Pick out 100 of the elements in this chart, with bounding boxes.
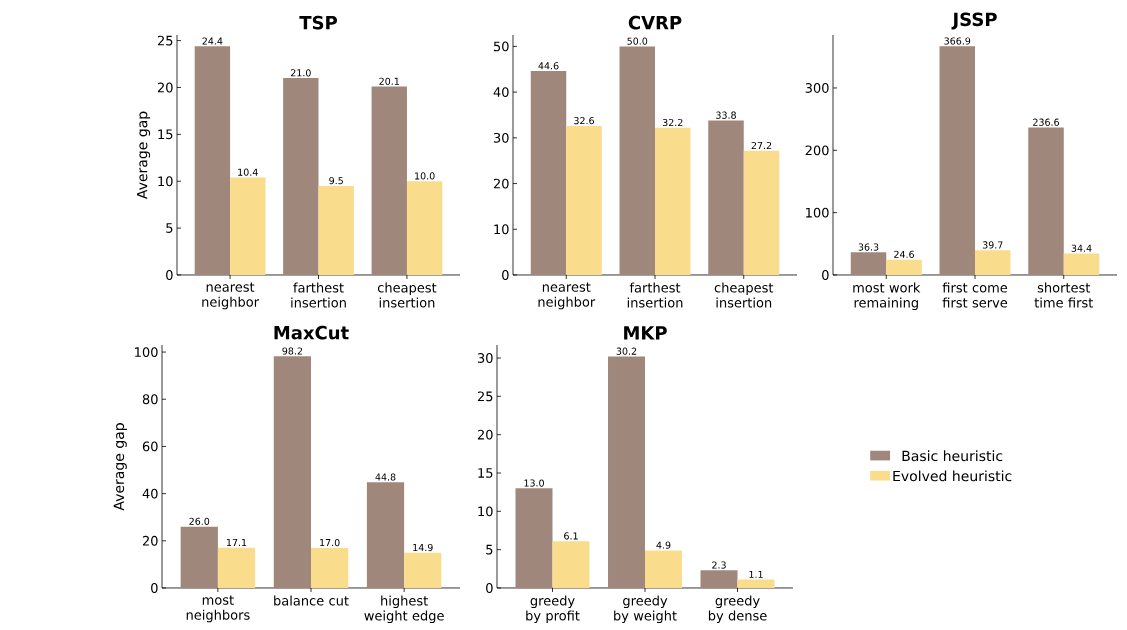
data-label: 21.0 xyxy=(290,69,311,77)
y-tick-label: 0 xyxy=(822,270,829,280)
chart-title: MKP xyxy=(624,326,667,340)
data-label: 27.2 xyxy=(751,141,772,149)
data-label: 33.8 xyxy=(716,111,736,119)
bar xyxy=(404,552,442,588)
data-label: 44.8 xyxy=(375,473,396,481)
data-label: 32.2 xyxy=(662,118,683,127)
y-tick-label: 40 xyxy=(142,488,158,499)
data-label: 24.6 xyxy=(894,250,914,258)
chart-title: JSSP xyxy=(951,12,997,30)
data-label: 98.2 xyxy=(282,347,303,355)
y-tick-label: 25 xyxy=(157,35,173,46)
x-tick-label: greedy by dense xyxy=(708,595,767,624)
bar xyxy=(180,526,218,588)
bar xyxy=(608,356,646,588)
chart-title: TSP xyxy=(299,15,337,30)
x-tick-label: most work remaining xyxy=(853,282,921,311)
y-tick-label: 5 xyxy=(166,223,173,233)
data-label: 9.5 xyxy=(329,177,343,185)
x-tick-label: farthest insertion xyxy=(627,282,683,308)
y-tick-label: 50 xyxy=(493,41,509,52)
bar xyxy=(737,579,775,588)
y-tick-label: 20 xyxy=(157,82,173,93)
data-label: 20.1 xyxy=(379,77,399,85)
y-tick-label: 10 xyxy=(478,506,493,517)
bar xyxy=(194,46,231,275)
x-tick-label: cheapest insertion xyxy=(714,282,774,308)
y-tick-label: 40 xyxy=(493,87,509,98)
bar xyxy=(850,252,887,275)
data-label: 30.2 xyxy=(616,347,637,355)
y-axis-title: Average gap xyxy=(113,423,127,511)
y-tick-label: 0 xyxy=(502,270,509,280)
bar xyxy=(975,250,1011,275)
data-label: 34.4 xyxy=(1071,244,1092,252)
y-tick-label: 10 xyxy=(158,176,173,187)
data-label: 1.1 xyxy=(749,570,763,578)
y-tick-label: 0 xyxy=(151,583,158,593)
x-tick-label: nearest neighbor xyxy=(202,282,260,310)
bar xyxy=(619,46,656,275)
bar xyxy=(939,46,976,275)
chart-title: CVRP xyxy=(628,15,682,30)
bar xyxy=(1028,127,1064,275)
bar xyxy=(552,541,590,588)
bar xyxy=(566,125,602,275)
data-label: 4.9 xyxy=(656,541,671,549)
x-tick-label: first come first serve xyxy=(942,282,1008,308)
bar xyxy=(406,181,443,275)
y-tick-label: 80 xyxy=(142,394,158,405)
x-tick-label: balance cut xyxy=(274,595,349,606)
y-tick-label: 30 xyxy=(493,132,509,143)
bar xyxy=(371,86,407,275)
data-label: 26.0 xyxy=(189,517,210,525)
data-label: 10.4 xyxy=(238,168,258,176)
data-label: 366.9 xyxy=(944,37,971,45)
data-label: 44.6 xyxy=(538,62,559,70)
y-tick-label: 200 xyxy=(805,145,829,156)
legend-label: Basic heuristic xyxy=(902,450,1003,462)
data-label: 6.1 xyxy=(564,532,578,540)
data-label: 36.3 xyxy=(858,243,879,251)
bar xyxy=(708,120,744,275)
x-tick-label: greedy by profit xyxy=(526,595,580,624)
y-tick-label: 0 xyxy=(486,583,493,593)
y-tick-label: 20 xyxy=(493,178,509,189)
bar xyxy=(230,177,266,275)
bar xyxy=(1063,253,1100,275)
bar xyxy=(530,71,567,275)
bar xyxy=(655,127,691,275)
legend-label: Evolved heuristic xyxy=(893,470,1012,482)
bar xyxy=(217,547,256,588)
y-tick-label: 25 xyxy=(477,391,493,402)
x-tick-label: shortest time first xyxy=(1034,282,1093,308)
data-label: 2.3 xyxy=(712,561,726,569)
data-label: 24.4 xyxy=(202,37,223,45)
data-label: 13.0 xyxy=(524,479,544,487)
y-tick-label: 15 xyxy=(158,129,173,140)
bar xyxy=(700,570,738,588)
x-tick-label: farthest insertion xyxy=(291,282,346,308)
x-tick-label: most neighbors xyxy=(186,595,250,623)
y-tick-label: 100 xyxy=(135,347,158,357)
bar xyxy=(645,550,683,588)
bar xyxy=(311,547,349,588)
x-tick-label: greedy by weight xyxy=(614,595,677,624)
y-tick-label: 60 xyxy=(142,441,158,452)
y-tick-label: 0 xyxy=(166,270,173,280)
y-tick-label: 15 xyxy=(478,468,493,478)
x-tick-label: highest weight edge xyxy=(364,595,444,624)
y-tick-label: 30 xyxy=(477,353,493,363)
y-tick-label: 100 xyxy=(806,207,829,218)
data-label: 50.0 xyxy=(627,37,648,45)
x-tick-label: cheapest insertion xyxy=(377,282,437,308)
data-label: 17.0 xyxy=(320,539,340,547)
bar xyxy=(886,259,922,275)
y-tick-label: 5 xyxy=(486,544,493,555)
data-label: 32.6 xyxy=(574,117,594,125)
chart-title: MaxCut xyxy=(274,325,349,340)
bar xyxy=(318,185,354,275)
y-tick-label: 20 xyxy=(477,429,493,440)
x-tick-label: nearest neighbor xyxy=(538,282,596,310)
bar xyxy=(366,482,405,588)
